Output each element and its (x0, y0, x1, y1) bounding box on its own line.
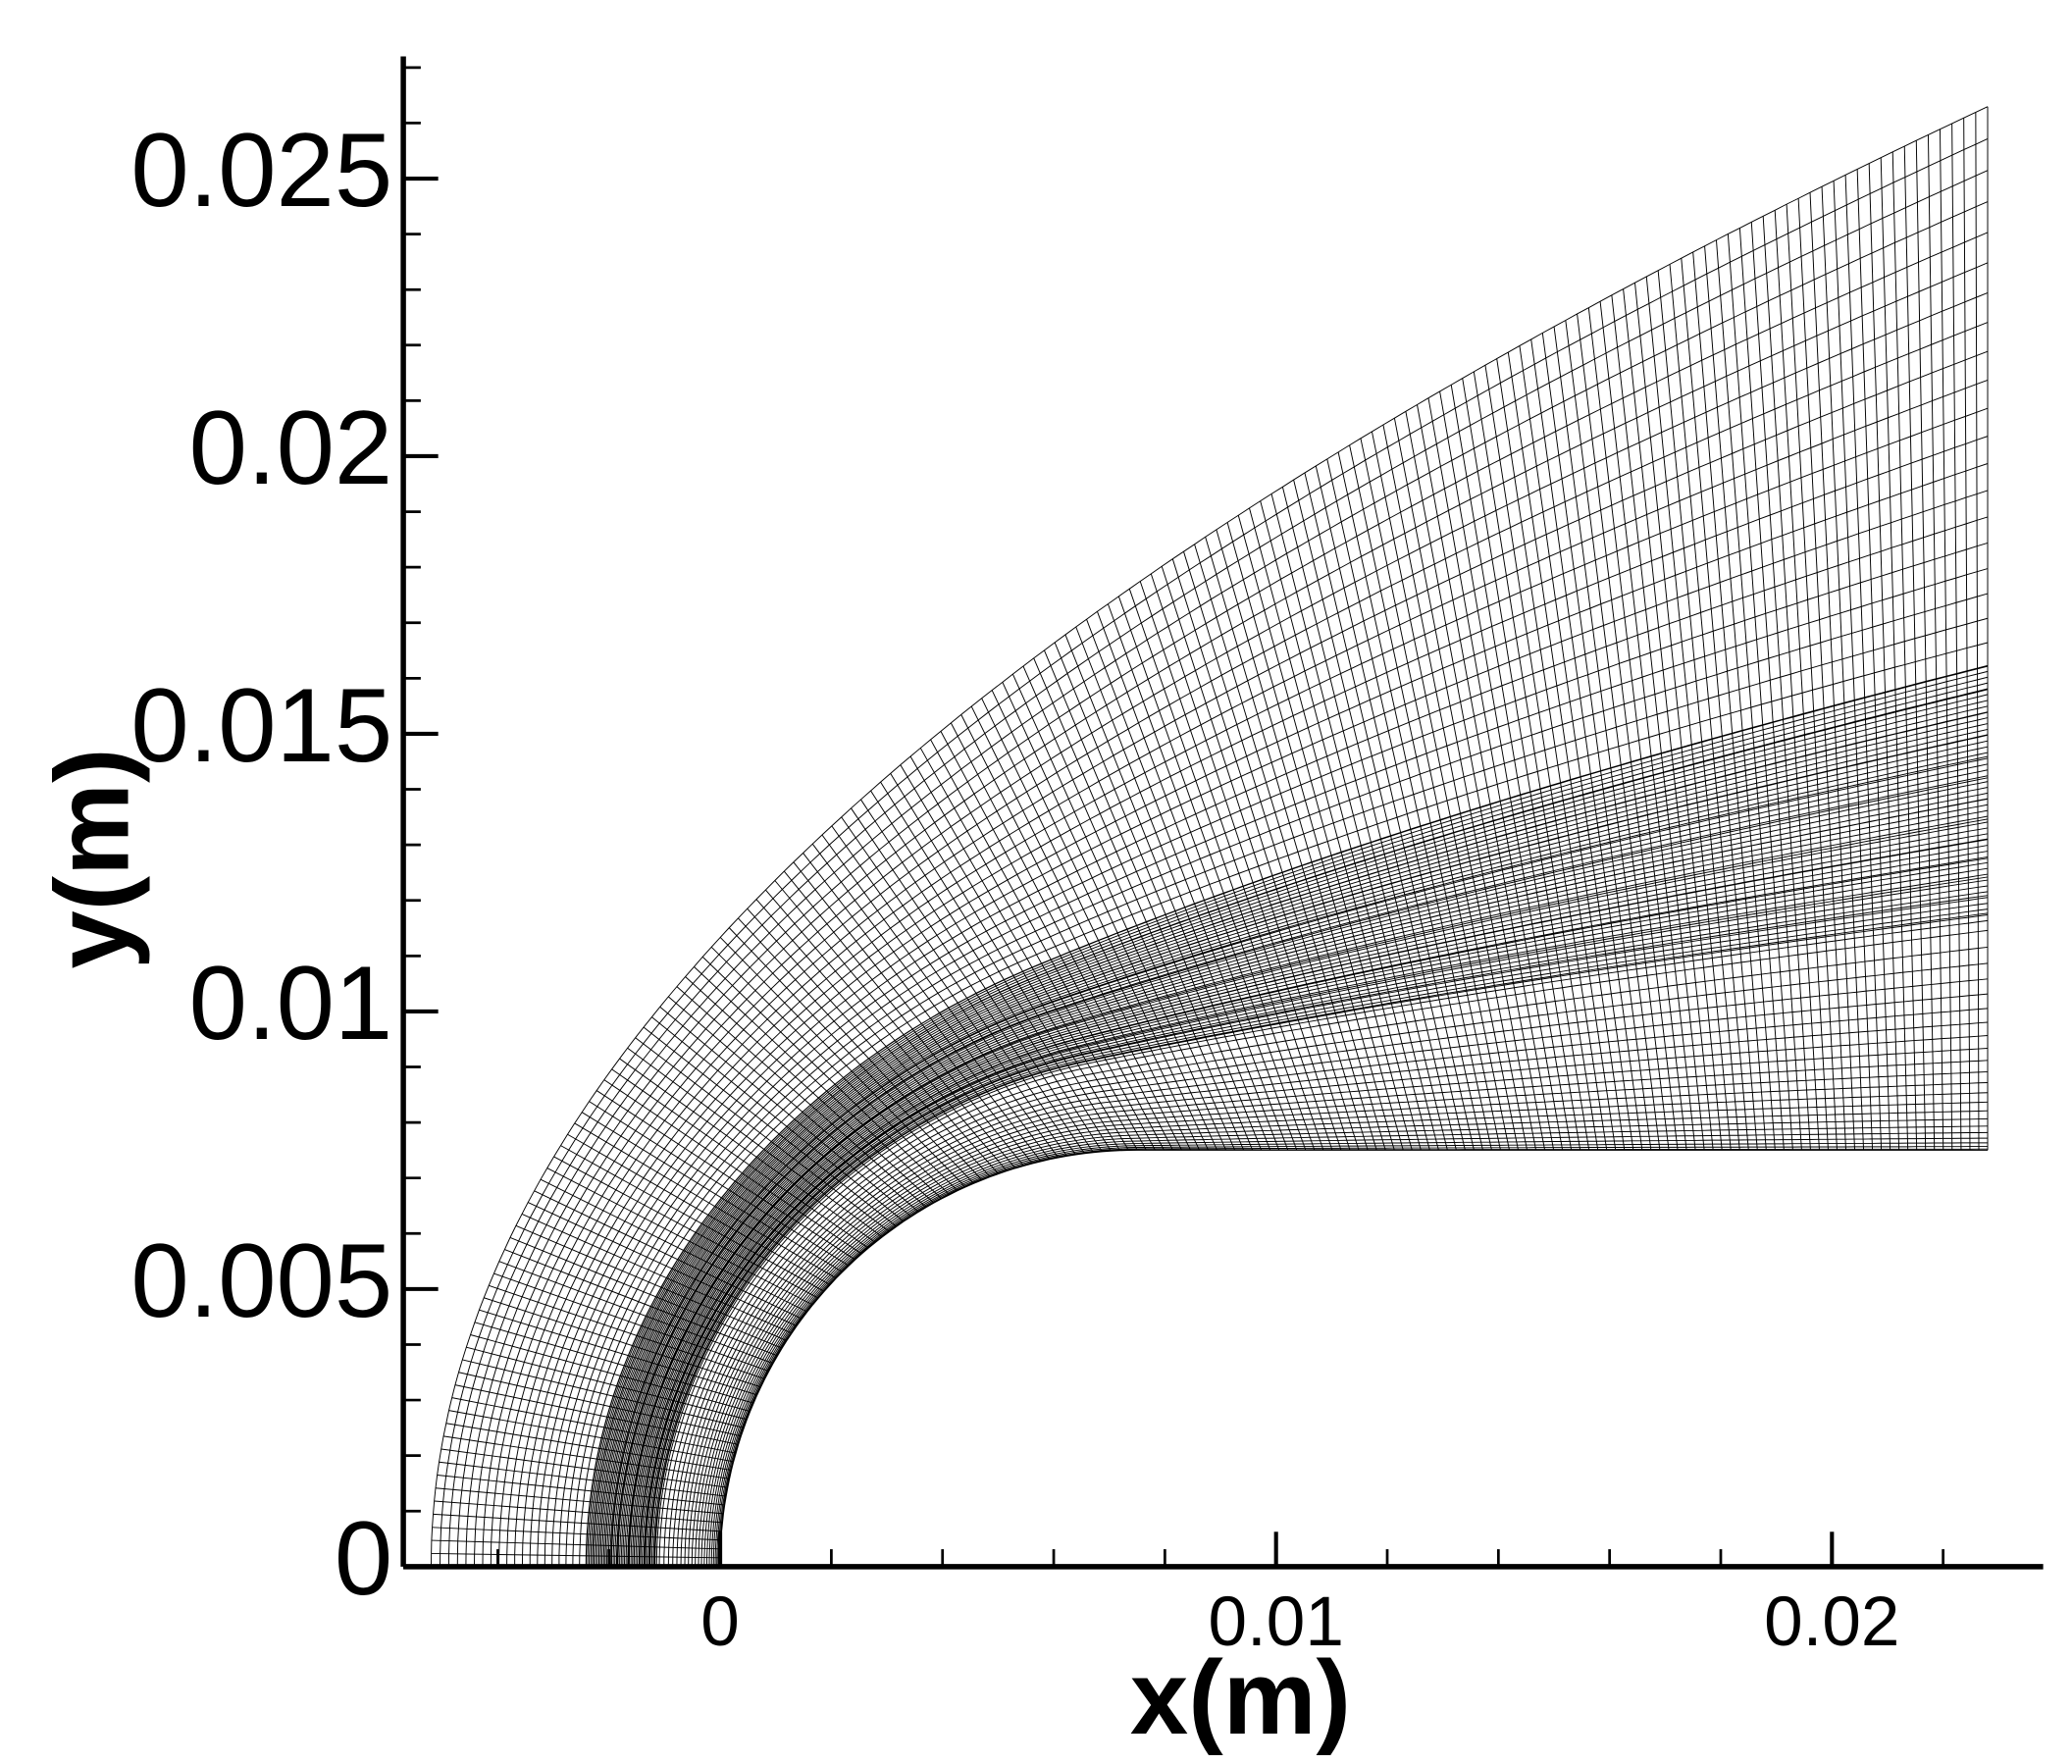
x-tick-label: 0.02 (1764, 1583, 1899, 1661)
y-tick-label: 0.005 (130, 1221, 392, 1339)
y-axis-label: y(m) (33, 749, 151, 969)
x-axis-label: x(m) (1130, 1638, 1351, 1756)
y-tick-label: 0.025 (130, 111, 392, 229)
x-tick-label: 0.01 (1209, 1583, 1344, 1661)
y-tick-label: 0.02 (189, 389, 393, 506)
mesh-lines (431, 106, 1989, 1567)
mesh (431, 106, 1989, 1568)
y-tick-label: 0.015 (130, 666, 392, 784)
x-tick-label: 0 (700, 1583, 740, 1661)
y-tick-label: 0 (335, 1499, 392, 1617)
y-tick-label: 0.01 (189, 944, 393, 1062)
